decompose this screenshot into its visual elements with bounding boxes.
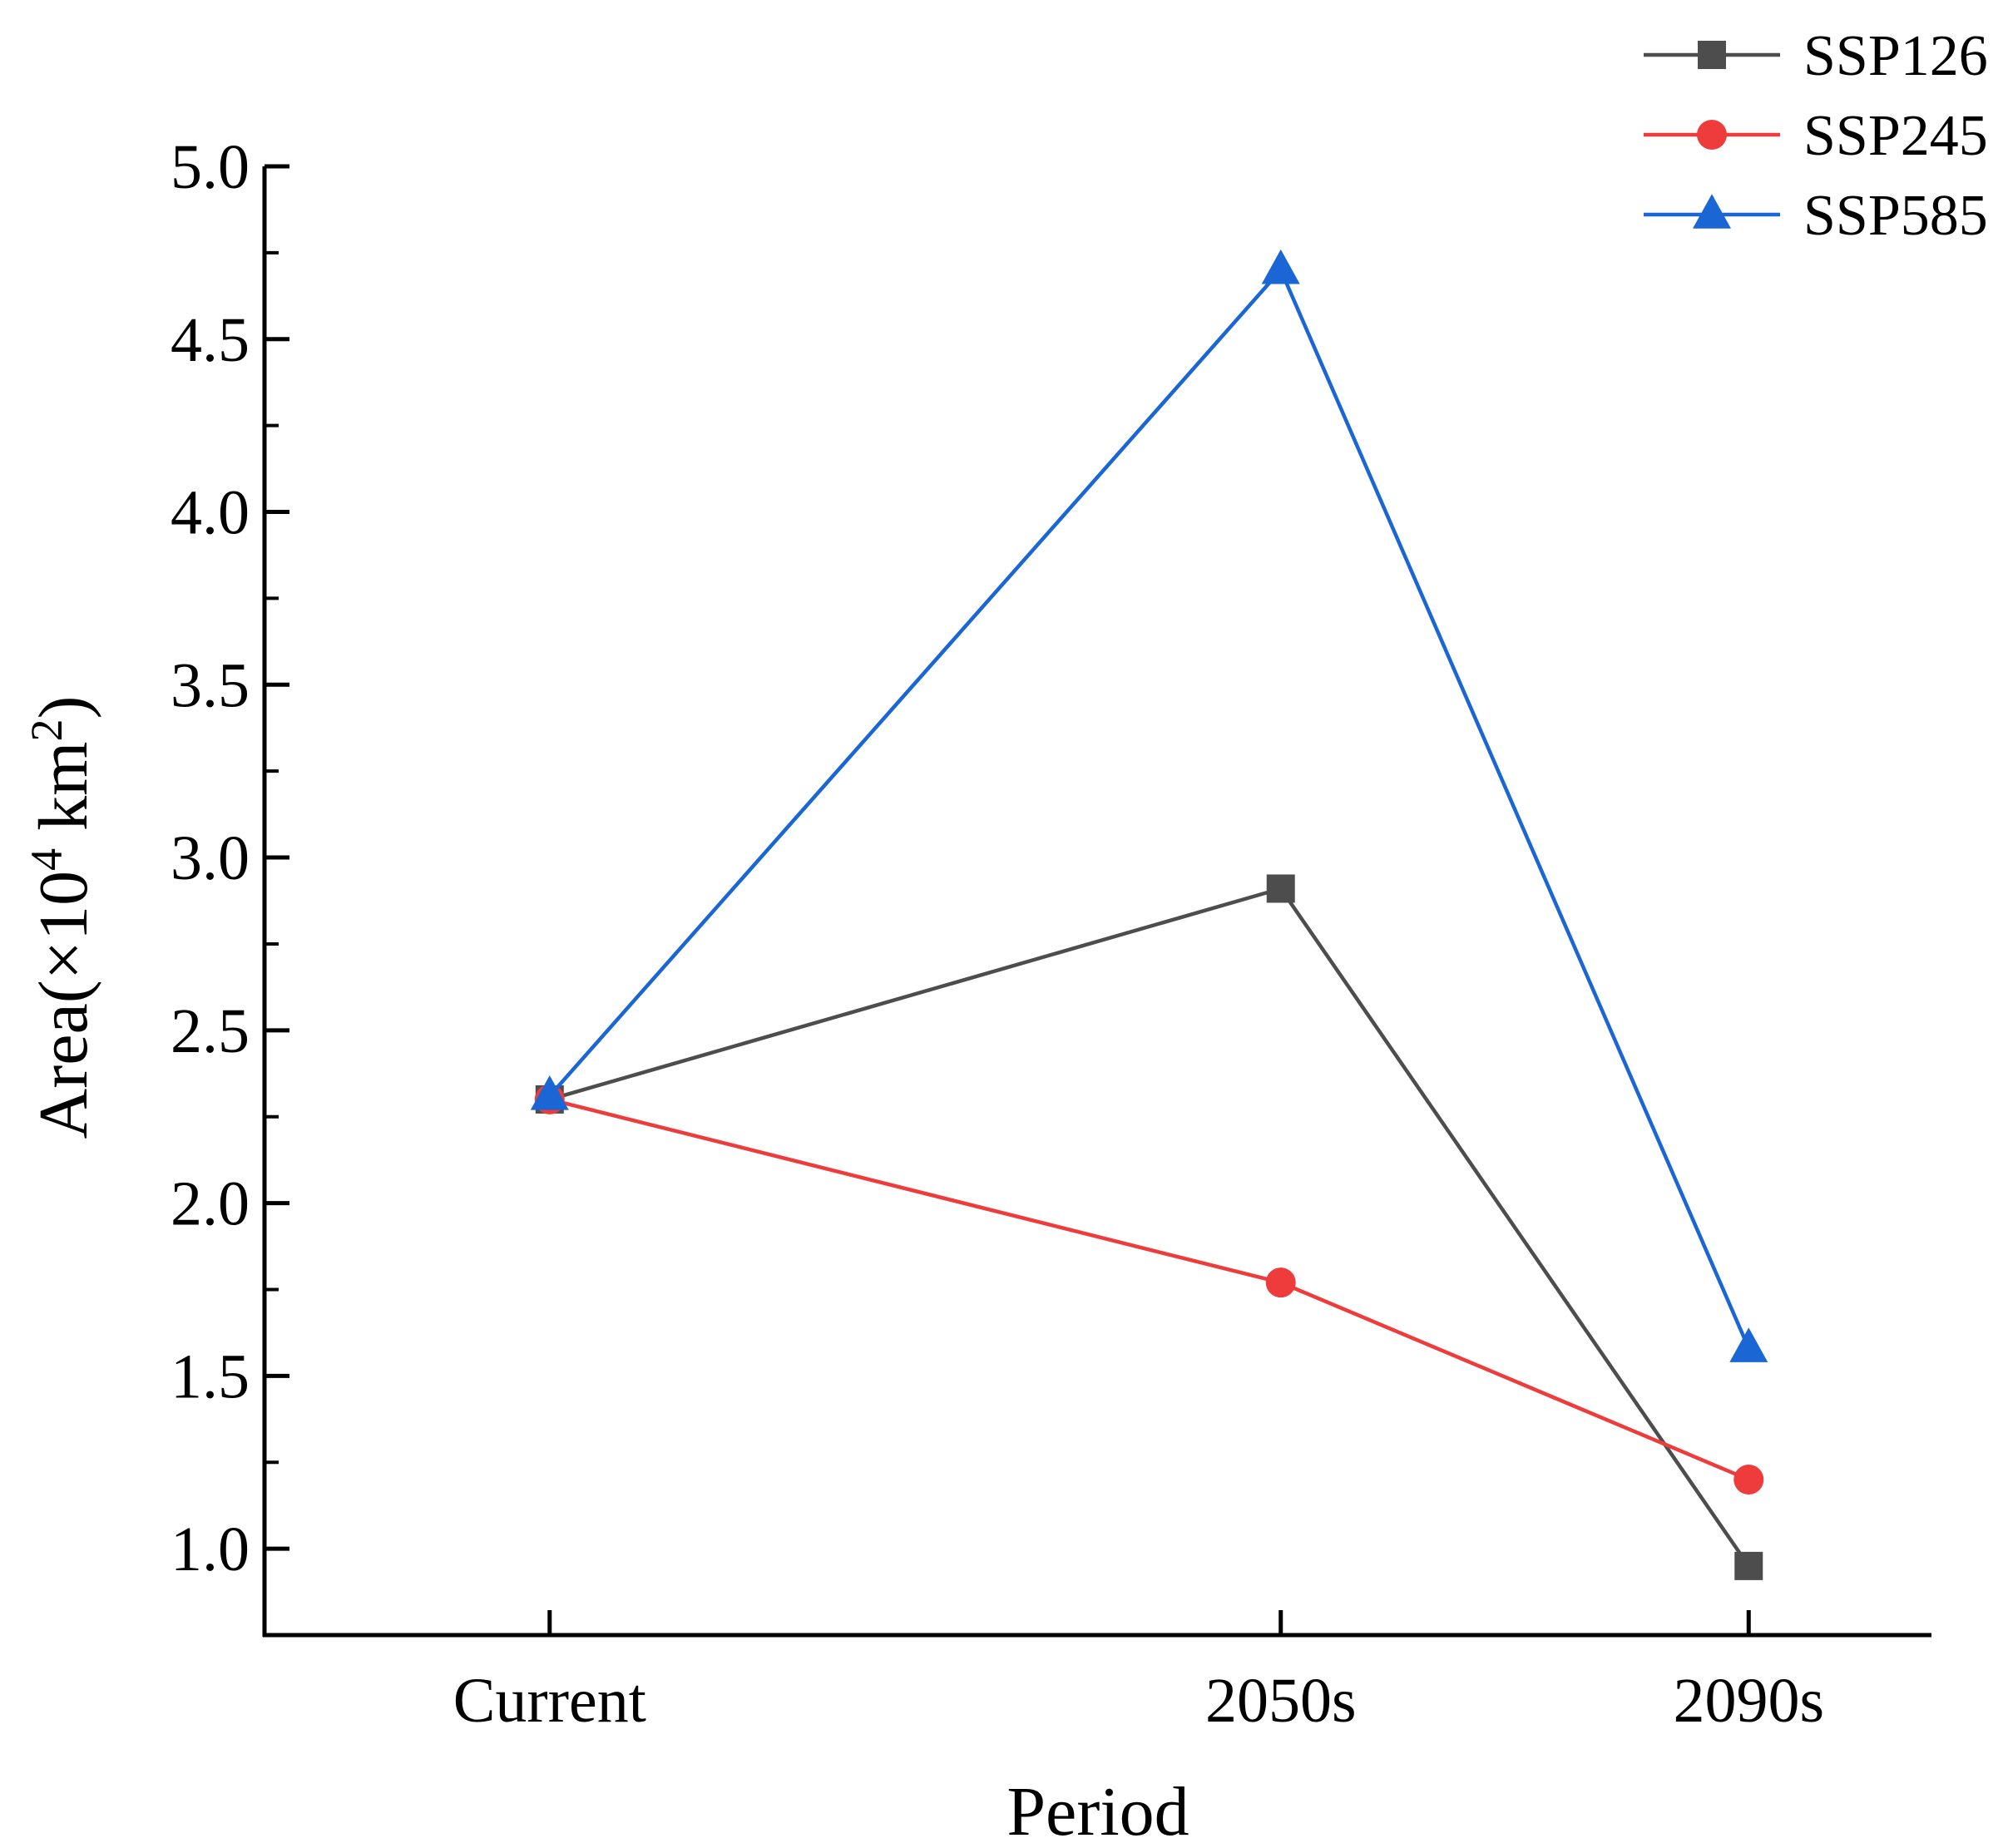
y-tick-label: 5.0	[171, 132, 250, 202]
legend-marker	[1693, 194, 1731, 229]
series-ssp126	[535, 874, 1763, 1580]
y-tick-label: 4.5	[171, 305, 250, 375]
x-axis-title: Period	[1006, 1773, 1189, 1848]
x-tick-label: 2050s	[1205, 1666, 1357, 1736]
y-axis-title: Area(×104 km2)	[22, 696, 102, 1139]
ssp126-line	[549, 886, 1751, 1568]
legend: SSP126 SSP245 SSP585	[1644, 24, 1988, 248]
y-axis-title-prefix: Area(×10	[25, 871, 102, 1139]
ssp585-point	[530, 1075, 569, 1110]
y-tick-label: 1.5	[171, 1342, 250, 1411]
y-tick-label: 2.0	[171, 1169, 250, 1239]
ssp585-line	[548, 266, 1751, 1350]
legend-label: SSP126	[1803, 24, 1988, 88]
series-ssp585	[530, 249, 1768, 1362]
y-axis-title-exp1: 4	[22, 848, 72, 871]
legend-item-ssp126: SSP126	[1644, 24, 1988, 88]
legend-marker	[1697, 120, 1727, 150]
series-ssp245	[534, 1084, 1764, 1495]
y-tick-label: 1.0	[171, 1514, 250, 1584]
y-tick-label: 2.5	[171, 996, 250, 1066]
y-tick-label: 3.5	[171, 650, 250, 720]
ssp585-point	[1729, 1327, 1768, 1362]
legend-marker	[1698, 41, 1726, 69]
y-tick-label: 3.0	[171, 823, 250, 893]
y-axis-title-exp2: 2	[22, 719, 72, 742]
ssp245-point	[1265, 1267, 1296, 1298]
legend-label: SSP245	[1803, 104, 1988, 168]
y-tick-label: 4.0	[171, 478, 250, 548]
ssp126-point	[1734, 1551, 1763, 1580]
y-axis-title-middle: km	[25, 742, 102, 848]
x-tick-label: Current	[453, 1666, 646, 1736]
ssp245-point	[1733, 1465, 1764, 1495]
axes: 1.0 1.5 2.0 2.5 3.0 3.5 4.0 4.5 5.0 Current 2050s…	[171, 132, 1931, 1736]
ssp585-point	[1261, 249, 1300, 284]
legend-item-ssp245: SSP245	[1644, 104, 1988, 168]
y-axis-ticks: 1.0 1.5 2.0 2.5 3.0 3.5 4.0 4.5 5.0	[171, 132, 289, 1584]
ssp126-point	[1266, 874, 1295, 903]
legend-label: SSP585	[1803, 184, 1988, 248]
x-tick-label: 2090s	[1673, 1666, 1824, 1736]
ssp245-line	[549, 1097, 1750, 1482]
series-group	[530, 249, 1768, 1580]
legend-item-ssp585: SSP585	[1644, 184, 1988, 248]
x-axis-ticks: Current 2050s 2090s	[453, 1610, 1824, 1736]
y-axis-title-suffix: )	[25, 696, 102, 719]
